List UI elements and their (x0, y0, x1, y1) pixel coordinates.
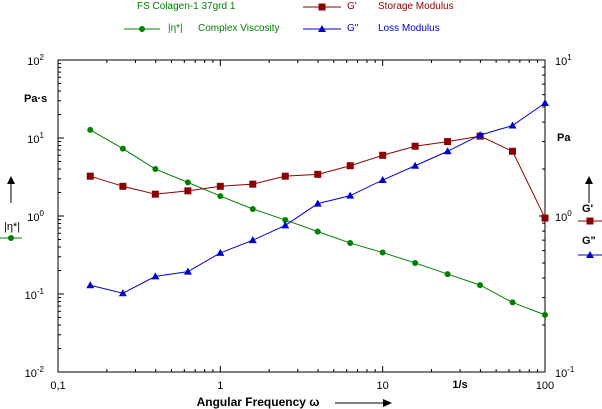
legend-viscosity-marker (139, 26, 145, 32)
axis-labels: 0,1 1 10 10010210110010-110-210110010-1Pa·s… (0, 3, 602, 409)
loss-modulus-point (151, 272, 160, 280)
storage-modulus-point (216, 182, 224, 190)
storage-modulus-point (119, 182, 127, 190)
storage-modulus-point (541, 214, 549, 222)
axis-ticks (57, 60, 545, 373)
loss-modulus-point (378, 176, 387, 184)
storage-modulus-point (151, 190, 159, 198)
storage-modulus-point (184, 187, 192, 195)
loss-modulus-point (443, 147, 452, 155)
viscosity-point (542, 311, 548, 318)
side-viscosity-marker (8, 235, 14, 241)
left-y-tick-label: 101 (27, 131, 44, 146)
loss-modulus-point (508, 121, 517, 129)
loss-modulus-point (216, 248, 225, 256)
viscosity-point (119, 145, 126, 152)
x-axis-unit: 1/s (452, 379, 467, 391)
left-y-tick-label: 102 (27, 53, 44, 68)
loss-modulus-point (313, 199, 322, 207)
storage-modulus-point (314, 170, 322, 178)
viscosity-point (509, 299, 516, 306)
left-y-tick-label: 10-1 (25, 287, 45, 302)
right-axis-label-loss: G" (582, 235, 596, 247)
viscosity-point (217, 193, 224, 200)
viscosity-point (444, 271, 451, 278)
x-tick-label: 10 (377, 380, 389, 392)
right-axis-label-storage: G' (582, 203, 594, 215)
x-tick-label: 0,1 (50, 380, 65, 392)
legend-loss-marker (318, 25, 326, 32)
viscosity-point (184, 179, 191, 186)
data-series (86, 99, 549, 318)
left-axis-unit: Pa·s (24, 93, 47, 105)
loss-modulus-point (476, 131, 485, 139)
storage-modulus-point (281, 172, 289, 180)
legend-loss-name: Loss Modulus (378, 23, 440, 34)
x-axis-title: Angular Frequency ω (197, 395, 320, 409)
viscosity-point (249, 205, 256, 212)
viscosity-point (87, 126, 94, 133)
right-axis-arrowhead (585, 176, 593, 184)
x-axis-arrowhead (383, 399, 392, 407)
right-y-tick-label: 100 (555, 209, 572, 224)
loss-modulus-point (411, 161, 420, 169)
loss-modulus-point (183, 267, 192, 275)
loss-modulus-point (346, 191, 355, 199)
storage-modulus-point (411, 142, 419, 150)
right-y-tick-label: 101 (555, 53, 572, 68)
storage-modulus-point (249, 180, 257, 188)
viscosity-point (152, 166, 159, 173)
loss-modulus-point (118, 289, 127, 297)
legend-viscosity-symbol: |η*| (168, 23, 183, 34)
plot-frame (57, 59, 546, 373)
loss-modulus-line (90, 102, 546, 294)
loss-modulus-point (248, 236, 257, 244)
left-axis-arrowhead (7, 176, 15, 184)
loss-modulus-point (541, 99, 549, 107)
legend-storage-name: Storage Modulus (378, 1, 454, 12)
side-storage-marker (586, 217, 594, 225)
viscosity-line (89, 129, 546, 316)
right-y-tick-label: 10-1 (555, 365, 575, 380)
legend-storage-symbol: G' (347, 1, 357, 12)
storage-modulus-point (346, 162, 354, 170)
legend-viscosity-name: Complex Viscosity (198, 23, 280, 34)
viscosity-point (412, 259, 419, 266)
left-axis-label: |η*| (4, 221, 20, 233)
legend-storage-marker (318, 3, 326, 11)
viscosity-point (282, 216, 289, 223)
chart-title: FS Colagen-1 37grd 1 (137, 1, 236, 12)
viscosity-point (347, 240, 354, 247)
x-tick-label: 100 (536, 380, 554, 392)
storage-modulus-point (509, 147, 517, 155)
viscosity-point (379, 249, 386, 256)
storage-modulus-point (379, 151, 387, 159)
x-tick-label: 1 (217, 380, 223, 392)
storage-modulus-point (86, 172, 94, 180)
left-y-tick-label: 100 (27, 209, 44, 224)
loss-modulus-point (86, 281, 95, 289)
left-y-tick-label: 10-2 (25, 365, 45, 380)
right-axis-unit: Pa (557, 132, 571, 144)
loss-modulus-point (281, 221, 290, 229)
legend-loss-symbol: G" (347, 23, 359, 34)
side-loss-marker (586, 251, 594, 258)
viscosity-point (477, 282, 484, 289)
storage-modulus-point (444, 138, 452, 146)
viscosity-point (314, 228, 321, 235)
plot-area-border (57, 59, 546, 373)
